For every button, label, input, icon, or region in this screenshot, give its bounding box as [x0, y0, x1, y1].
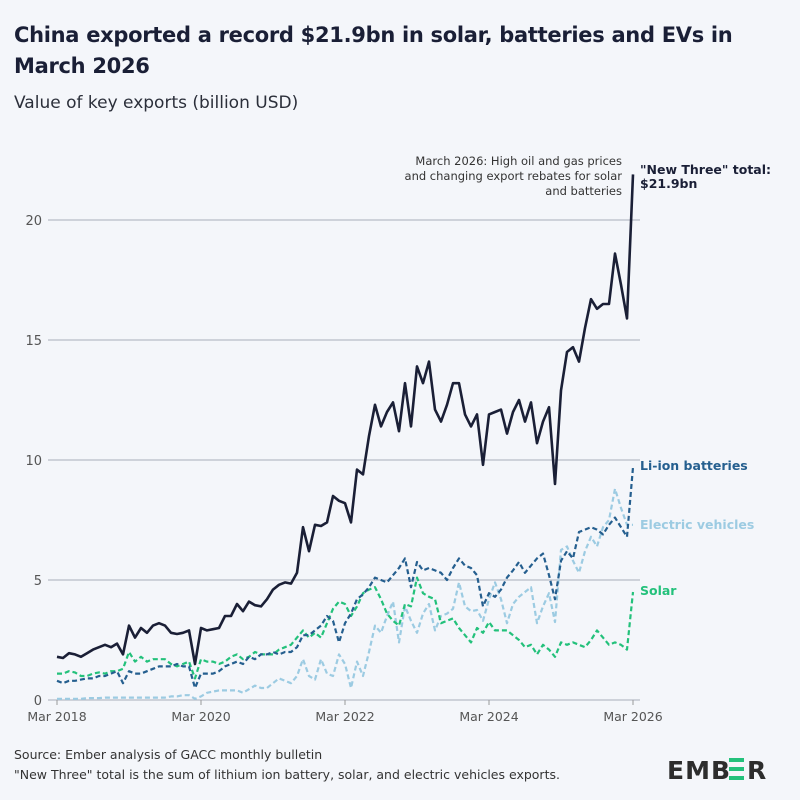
source-text: Source: Ember analysis of GACC monthly b… [14, 747, 323, 762]
end-label-solar: Solar [640, 583, 677, 598]
end-label-ev: Electric vehicles [640, 517, 755, 532]
y-tick-label: 10 [25, 454, 42, 469]
footer: Source: Ember analysis of GACC monthly b… [14, 745, 560, 785]
x-tick-label: Mar 2022 [315, 709, 374, 724]
series-line-ev [57, 487, 633, 700]
series-line-total [56, 174, 635, 666]
svg-text:EMB: EMB [667, 756, 731, 785]
end-label-batteries: Li-ion batteries [640, 458, 748, 473]
annotation-march-2026: March 2026: High oil and gas prices and … [404, 154, 622, 198]
footnote-text: "New Three" total is the sum of lithium … [14, 767, 560, 782]
end-label-total: "New Three" total: $21.9bn [640, 162, 772, 191]
chart-title: China exported a record $21.9bn in solar… [14, 23, 733, 78]
y-tick-label: 20 [25, 214, 42, 229]
series-line-batteries [56, 467, 635, 690]
x-tick-label: Mar 2026 [603, 709, 662, 724]
chart-subtitle: Value of key exports (billion USD) [14, 93, 299, 113]
x-tick-label: Mar 2018 [27, 709, 86, 724]
y-tick-label: 0 [34, 694, 42, 709]
x-tick-label: Mar 2024 [459, 709, 518, 724]
ember-logo: EMB R [667, 755, 777, 789]
x-tick-label: Mar 2020 [171, 709, 230, 724]
y-tick-label: 15 [25, 334, 42, 349]
y-tick-label: 5 [34, 574, 42, 589]
svg-text:R: R [747, 756, 766, 785]
